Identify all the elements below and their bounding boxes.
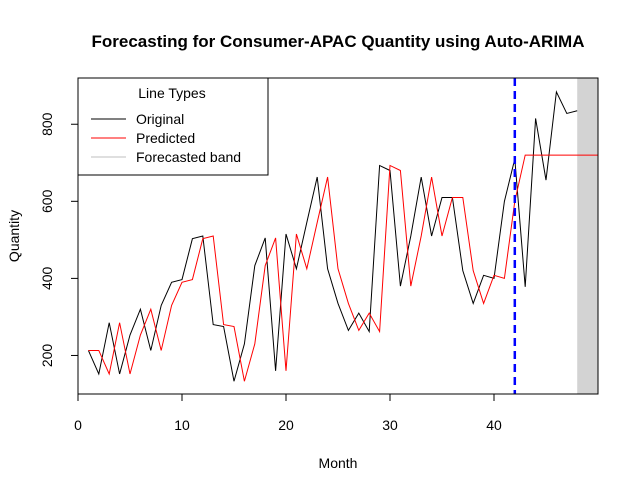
legend-title: Line Types <box>138 85 205 101</box>
legend: Line Types Original Predicted Forecasted… <box>77 77 269 176</box>
chart-title: Forecasting for Consumer-APAC Quantity u… <box>92 32 585 51</box>
forecast-band-layer <box>577 78 598 394</box>
y-axis: 200 400 600 800 <box>39 112 79 368</box>
legend-box <box>77 77 269 176</box>
legend-label-forecasted-band: Forecasted band <box>136 149 241 165</box>
legend-label-predicted: Predicted <box>136 130 195 146</box>
x-tick-label: 40 <box>486 417 502 433</box>
y-axis-label: Quantity <box>6 210 22 262</box>
y-tick-label: 400 <box>39 266 55 290</box>
y-tick-label: 600 <box>39 189 55 213</box>
series-layer <box>87 90 598 382</box>
y-tick-label: 200 <box>39 344 55 368</box>
x-axis: 0 10 20 30 40 <box>74 393 502 433</box>
series-line-original <box>87 90 578 382</box>
x-tick-label: 10 <box>174 417 190 433</box>
x-axis-label: Month <box>319 455 358 471</box>
series-line-predicted <box>88 154 598 382</box>
x-tick-label: 20 <box>278 417 294 433</box>
y-tick-label: 800 <box>39 112 55 136</box>
forecast-band <box>577 78 598 394</box>
legend-label-original: Original <box>136 111 184 127</box>
x-tick-label: 30 <box>382 417 398 433</box>
x-tick-label: 0 <box>74 417 82 433</box>
